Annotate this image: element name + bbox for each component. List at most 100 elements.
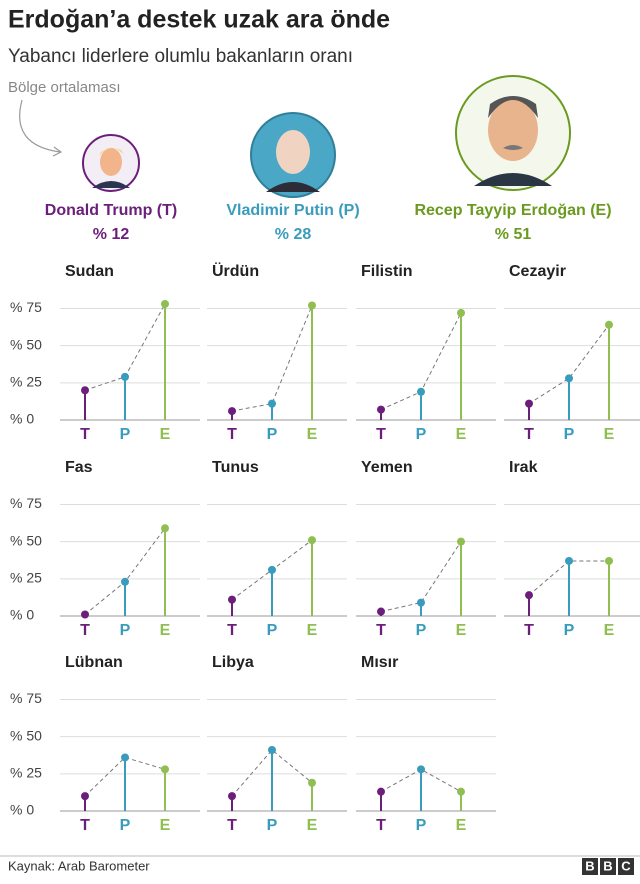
dot bbox=[121, 372, 129, 381]
y-tick-label: % 75 bbox=[10, 495, 42, 511]
logo-letter: C bbox=[621, 858, 631, 873]
x-tick-label: P bbox=[564, 426, 575, 443]
dot bbox=[308, 536, 316, 545]
logo-box bbox=[582, 858, 598, 875]
x-tick-label: P bbox=[267, 426, 278, 443]
dot bbox=[417, 598, 425, 607]
dot bbox=[457, 787, 465, 796]
y-tick-label: % 75 bbox=[10, 299, 42, 315]
y-tick-label: % 25 bbox=[10, 374, 42, 390]
y-tick-label: % 50 bbox=[10, 532, 42, 548]
x-tick-label: P bbox=[564, 622, 575, 639]
dot bbox=[605, 556, 613, 565]
dot bbox=[81, 610, 89, 619]
connector-line bbox=[528, 324, 610, 405]
x-tick-label: T bbox=[376, 817, 386, 834]
dot bbox=[268, 399, 276, 408]
panel-title: Cezayir bbox=[509, 263, 566, 280]
dot bbox=[377, 607, 385, 616]
x-tick-label: P bbox=[267, 622, 278, 639]
suit bbox=[266, 182, 320, 192]
dot bbox=[161, 765, 169, 774]
leader-value: % 28 bbox=[275, 226, 312, 243]
dot bbox=[565, 374, 573, 383]
subtitle: Yabancı liderlere olumlu bakanların oran… bbox=[8, 46, 353, 67]
y-tick-label: % 50 bbox=[10, 336, 42, 352]
dot bbox=[228, 407, 236, 416]
x-tick-label: E bbox=[307, 426, 318, 443]
x-tick-label: E bbox=[160, 622, 171, 639]
dot bbox=[525, 399, 533, 408]
x-tick-label: T bbox=[376, 426, 386, 443]
x-tick-label: P bbox=[120, 426, 131, 443]
x-tick-label: E bbox=[160, 817, 171, 834]
x-tick-label: E bbox=[160, 426, 171, 443]
x-tick-label: E bbox=[456, 622, 467, 639]
x-tick-label: E bbox=[604, 426, 615, 443]
logo-letter: B bbox=[603, 858, 612, 873]
title: Erdoğan’a destek uzak ara önde bbox=[8, 6, 390, 34]
panel-title: Sudan bbox=[65, 263, 114, 280]
y-tick-label: % 75 bbox=[10, 690, 42, 706]
dot bbox=[228, 595, 236, 604]
x-tick-label: T bbox=[80, 622, 90, 639]
leader-name: Vladimir Putin (P) bbox=[226, 202, 359, 219]
dot bbox=[161, 524, 169, 533]
panel-title: Libya bbox=[212, 654, 254, 671]
suit bbox=[474, 173, 552, 186]
logo-box bbox=[618, 858, 634, 875]
dot bbox=[81, 386, 89, 395]
dot bbox=[268, 746, 276, 755]
panel-title: Filistin bbox=[361, 263, 413, 280]
dot bbox=[377, 787, 385, 796]
moustache bbox=[503, 145, 523, 150]
x-tick-label: P bbox=[416, 622, 427, 639]
x-tick-label: T bbox=[376, 622, 386, 639]
x-tick-label: E bbox=[307, 622, 318, 639]
dot bbox=[308, 301, 316, 310]
x-tick-label: T bbox=[80, 817, 90, 834]
dot bbox=[457, 308, 465, 317]
leader-name: Recep Tayyip Erdoğan (E) bbox=[414, 202, 611, 219]
leader-value: % 12 bbox=[93, 226, 130, 243]
y-tick-label: % 0 bbox=[10, 802, 34, 818]
dot bbox=[161, 299, 169, 308]
x-tick-label: P bbox=[120, 622, 131, 639]
x-tick-label: P bbox=[120, 817, 131, 834]
y-tick-label: % 25 bbox=[10, 570, 42, 586]
x-tick-label: P bbox=[267, 817, 278, 834]
panel-title: Fas bbox=[65, 459, 93, 476]
panel-title: Mısır bbox=[361, 654, 398, 671]
x-tick-label: T bbox=[80, 426, 90, 443]
dot bbox=[525, 591, 533, 600]
face bbox=[488, 99, 538, 161]
x-tick-label: P bbox=[416, 426, 427, 443]
panel-title: Tunus bbox=[212, 459, 259, 476]
dot bbox=[308, 778, 316, 787]
y-tick-label: % 25 bbox=[10, 765, 42, 781]
x-tick-label: T bbox=[524, 622, 534, 639]
dot bbox=[565, 556, 573, 565]
dot bbox=[417, 765, 425, 774]
arrow-head bbox=[52, 146, 63, 157]
dot bbox=[268, 565, 276, 574]
panel-title: Yemen bbox=[361, 459, 413, 476]
logo-letter: B bbox=[585, 858, 594, 873]
annotation: Bölge ortalaması bbox=[8, 79, 121, 96]
hair bbox=[488, 96, 538, 118]
panel-title: Ürdün bbox=[212, 261, 259, 280]
dot bbox=[228, 792, 236, 801]
x-tick-label: E bbox=[456, 817, 467, 834]
x-tick-label: T bbox=[227, 426, 237, 443]
panel-title: Lübnan bbox=[65, 654, 123, 671]
logo-box bbox=[600, 858, 616, 875]
dot bbox=[121, 753, 129, 762]
face bbox=[276, 130, 310, 174]
dot bbox=[605, 320, 613, 329]
dot bbox=[121, 577, 129, 586]
annotation-arrow bbox=[19, 99, 61, 153]
y-tick-label: % 50 bbox=[10, 727, 42, 743]
face bbox=[100, 148, 122, 176]
x-tick-label: T bbox=[524, 426, 534, 443]
